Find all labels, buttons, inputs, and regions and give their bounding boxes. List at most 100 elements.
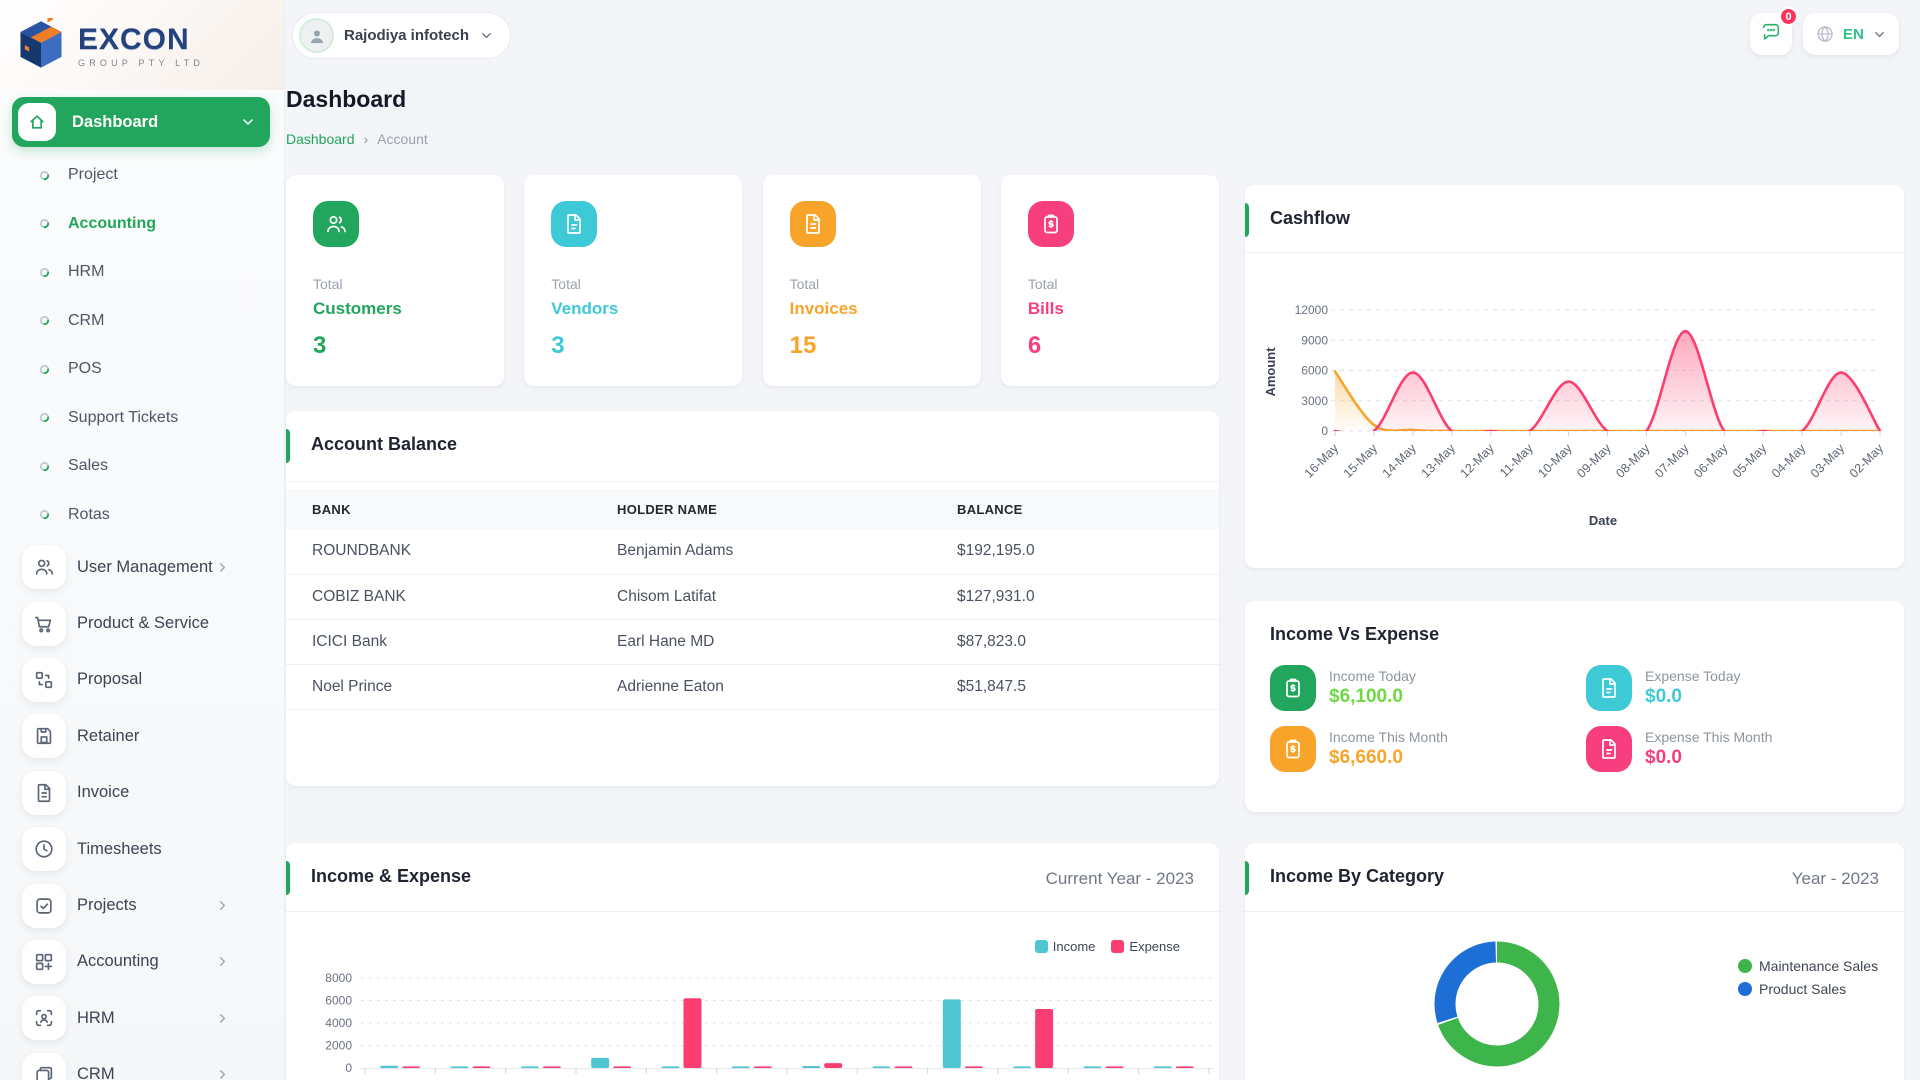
- dashboard-submenu: Project Accounting HRM CRM POS Support Ticket…: [0, 151, 284, 539]
- sidebar-subitem-support-tickets[interactable]: Support Tickets: [0, 394, 284, 443]
- table-cell: Noel Prince: [286, 664, 617, 710]
- sidebar-subitem-crm[interactable]: CRM: [0, 297, 284, 346]
- divider: [1245, 911, 1904, 912]
- svg-text:07-May: 07-May: [1652, 441, 1692, 481]
- sidebar-item-label: Accounting: [77, 952, 159, 971]
- user-scan-icon: [22, 996, 66, 1041]
- cashflow-chart: 0 3000 6000 9000 12000 16-May 15-May 14-May 13-M…: [1263, 303, 1887, 528]
- sidebar-item-accounting[interactable]: Accounting: [0, 934, 284, 990]
- divider: [286, 481, 1219, 482]
- sidebar-subitem-label: Accounting: [68, 214, 156, 232]
- income-expense-title: Income & Expense: [311, 866, 472, 886]
- table-cell: ICICI Bank: [286, 619, 617, 665]
- users-icon: [313, 201, 359, 247]
- sidebar-subitem-accounting[interactable]: Accounting: [0, 200, 284, 249]
- svg-text:04-May: 04-May: [1769, 441, 1809, 481]
- cashflow-card: Cashflow 0 3000 6000 9000 12000 16-May 15-May 1…: [1245, 185, 1904, 568]
- svg-text:08-May: 08-May: [1613, 441, 1653, 481]
- svg-text:Product Sales: Product Sales: [1759, 981, 1846, 997]
- sidebar-item-product-service[interactable]: Product & Service: [0, 595, 284, 651]
- table-cell: Chisom Latifat: [617, 574, 957, 620]
- chevron-right-icon: [215, 898, 230, 913]
- sidebar-subitem-pos[interactable]: POS: [0, 345, 284, 394]
- sidebar-subitem-project[interactable]: Project: [0, 151, 284, 200]
- stat-value: 3: [313, 332, 327, 359]
- table-cell: $192,195.0: [957, 529, 1219, 575]
- divider: [286, 911, 1219, 912]
- clipboard-dollar-icon: [1027, 201, 1074, 247]
- ive-label: Expense Today: [1645, 668, 1741, 684]
- home-icon: [18, 103, 56, 141]
- ive-label: Expense This Month: [1645, 729, 1773, 745]
- sidebar-item-invoice[interactable]: Invoice: [0, 765, 284, 821]
- language-code: EN: [1843, 25, 1864, 43]
- income-vs-expense-card: Income Vs Expense Income Today $6,100.0 Ex…: [1245, 601, 1904, 812]
- clock-icon: [22, 827, 66, 872]
- sidebar-item-label: Product & Service: [77, 614, 210, 633]
- brand-name: EXCON: [78, 22, 190, 56]
- sidebar-item-user-management[interactable]: User Management: [0, 539, 284, 595]
- bullet-icon: [39, 267, 50, 277]
- table-cell: ROUNDBANK: [286, 529, 617, 575]
- sidebar-subitem-rotas[interactable]: Rotas: [0, 491, 284, 540]
- svg-text:12000: 12000: [1295, 303, 1329, 317]
- table-cell: Adrienne Eaton: [617, 664, 957, 710]
- table-row: COBIZ BANK Chisom Latifat $127,931.0: [286, 574, 1219, 620]
- ive-value: $0.0: [1645, 747, 1682, 768]
- language-selector[interactable]: EN: [1803, 13, 1899, 55]
- sidebar-item-label: User Management: [77, 557, 213, 576]
- income-vs-expense-title: Income Vs Expense: [1270, 624, 1440, 644]
- income-expense-chart: 0 2000 4000 6000 8000: [325, 971, 1213, 1075]
- ive-value: $0.0: [1645, 686, 1682, 707]
- sidebar-item-crm[interactable]: CRM: [0, 1047, 284, 1080]
- bullet-icon: [39, 413, 50, 423]
- messages-button[interactable]: 0: [1750, 7, 1798, 55]
- income-by-category-chart: Maintenance Sales Product Sales: [1434, 941, 1878, 1067]
- sidebar-subitem-label: Sales: [68, 457, 109, 475]
- chat-icon: [1760, 21, 1782, 48]
- clipboard-dollar-icon: [1270, 726, 1316, 772]
- svg-text:6000: 6000: [325, 994, 352, 1008]
- file-icon: [789, 201, 836, 247]
- stat-card-customers: Total Customers 3: [286, 175, 504, 386]
- avatar: [299, 18, 334, 53]
- chevron-down-icon: [240, 114, 256, 130]
- breadcrumb-dashboard-link[interactable]: Dashboard: [286, 131, 355, 147]
- table-cell: COBIZ BANK: [286, 574, 617, 620]
- chevron-right-icon: [215, 1067, 230, 1080]
- sidebar-item-proposal[interactable]: Proposal: [0, 652, 284, 708]
- income-expense-card: Income & Expense Current Year - 2023 Inc…: [286, 843, 1219, 1080]
- check-square-icon: [22, 883, 66, 928]
- sidebar-item-timesheets[interactable]: Timesheets: [0, 821, 284, 877]
- sidebar-item-hrm[interactable]: HRM: [0, 990, 284, 1046]
- svg-text:2000: 2000: [325, 1039, 352, 1053]
- sidebar-item-projects[interactable]: Projects: [0, 877, 284, 933]
- income-by-category-period: Year - 2023: [1791, 869, 1879, 888]
- svg-text:15-May: 15-May: [1341, 441, 1381, 481]
- sidebar-item-dashboard[interactable]: Dashboard: [12, 97, 270, 147]
- stat-label: Bills: [1027, 299, 1064, 318]
- sidebar-subitem-hrm[interactable]: HRM: [0, 248, 284, 297]
- svg-text:06-May: 06-May: [1691, 441, 1731, 481]
- sidebar-item-label: HRM: [77, 1008, 115, 1027]
- stat-value: 6: [1027, 332, 1042, 359]
- svg-text:14-May: 14-May: [1380, 441, 1420, 481]
- income-by-category-card: Income By Category Year - 2023 Maintenan…: [1245, 843, 1904, 1080]
- svg-text:09-May: 09-May: [1574, 441, 1614, 481]
- sidebar-item-label: CRM: [77, 1065, 115, 1080]
- svg-text:Maintenance Sales: Maintenance Sales: [1759, 958, 1878, 974]
- ive-label: Income Today: [1329, 668, 1416, 684]
- brand-logo: EXCON GROUP PTY LTD: [0, 0, 284, 90]
- stat-card-vendors: Total Vendors 3: [524, 175, 743, 386]
- globe-icon: [1815, 24, 1835, 44]
- card-accent: [1245, 861, 1249, 895]
- sidebar-subitem-sales[interactable]: Sales: [0, 442, 284, 491]
- svg-text:6000: 6000: [1301, 364, 1328, 378]
- ive-value: $6,100.0: [1329, 686, 1403, 707]
- stat-prefix: Total: [313, 276, 343, 292]
- sidebar-menu: User Management Product & Service Proposal…: [0, 539, 284, 1080]
- company-selector[interactable]: Rajodiya infotech: [292, 12, 512, 59]
- svg-text:0: 0: [345, 1061, 352, 1075]
- company-name: Rajodiya infotech: [344, 27, 470, 44]
- sidebar-item-retainer[interactable]: Retainer: [0, 708, 284, 764]
